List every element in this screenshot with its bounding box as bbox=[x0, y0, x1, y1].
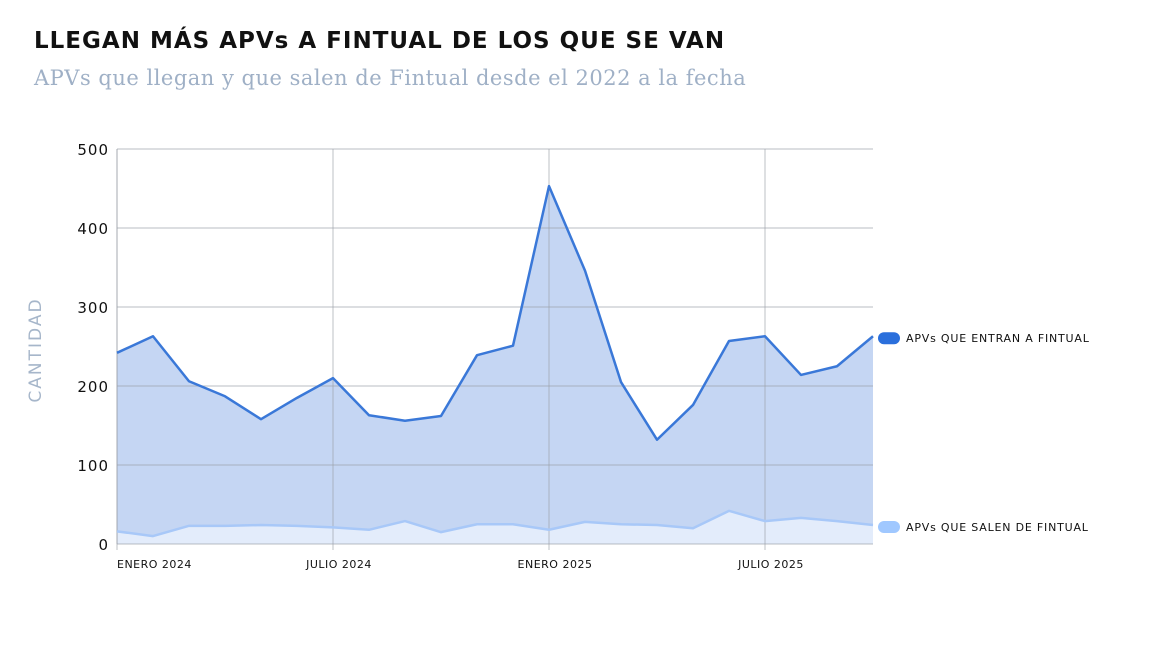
y-tick-label: 400 bbox=[77, 220, 109, 238]
line-series-0 bbox=[116, 184, 874, 441]
x-tick-label: JULIO 2024 bbox=[305, 558, 372, 571]
legend-label-0: APVs QUE ENTRAN A FINTUAL bbox=[906, 332, 1090, 345]
legend-swatch-1 bbox=[878, 521, 900, 534]
chart-subtitle: APVs que llegan y que salen de Fintual d… bbox=[34, 66, 747, 90]
x-tick-label: ENERO 2024 bbox=[117, 558, 192, 571]
y-tick-label: 500 bbox=[77, 141, 109, 159]
y-tick-label: 300 bbox=[77, 299, 109, 317]
y-tick-label: 100 bbox=[77, 457, 109, 475]
y-axis-label: CANTIDAD bbox=[26, 297, 46, 402]
legend-label-1: APVs QUE SALEN DE FINTUAL bbox=[906, 521, 1089, 534]
y-tick-label: 200 bbox=[77, 378, 109, 396]
line-series-1 bbox=[116, 509, 874, 538]
y-tick-label: 0 bbox=[98, 536, 109, 554]
x-tick-label: ENERO 2025 bbox=[518, 558, 593, 571]
legend-swatch-0 bbox=[878, 332, 900, 345]
area-series-1 bbox=[117, 510, 873, 544]
area-series-0 bbox=[117, 186, 873, 544]
chart-title: LLEGAN MÁS APVs A FINTUAL DE LOS QUE SE … bbox=[34, 28, 726, 54]
x-tick-label: JULIO 2025 bbox=[737, 558, 804, 571]
